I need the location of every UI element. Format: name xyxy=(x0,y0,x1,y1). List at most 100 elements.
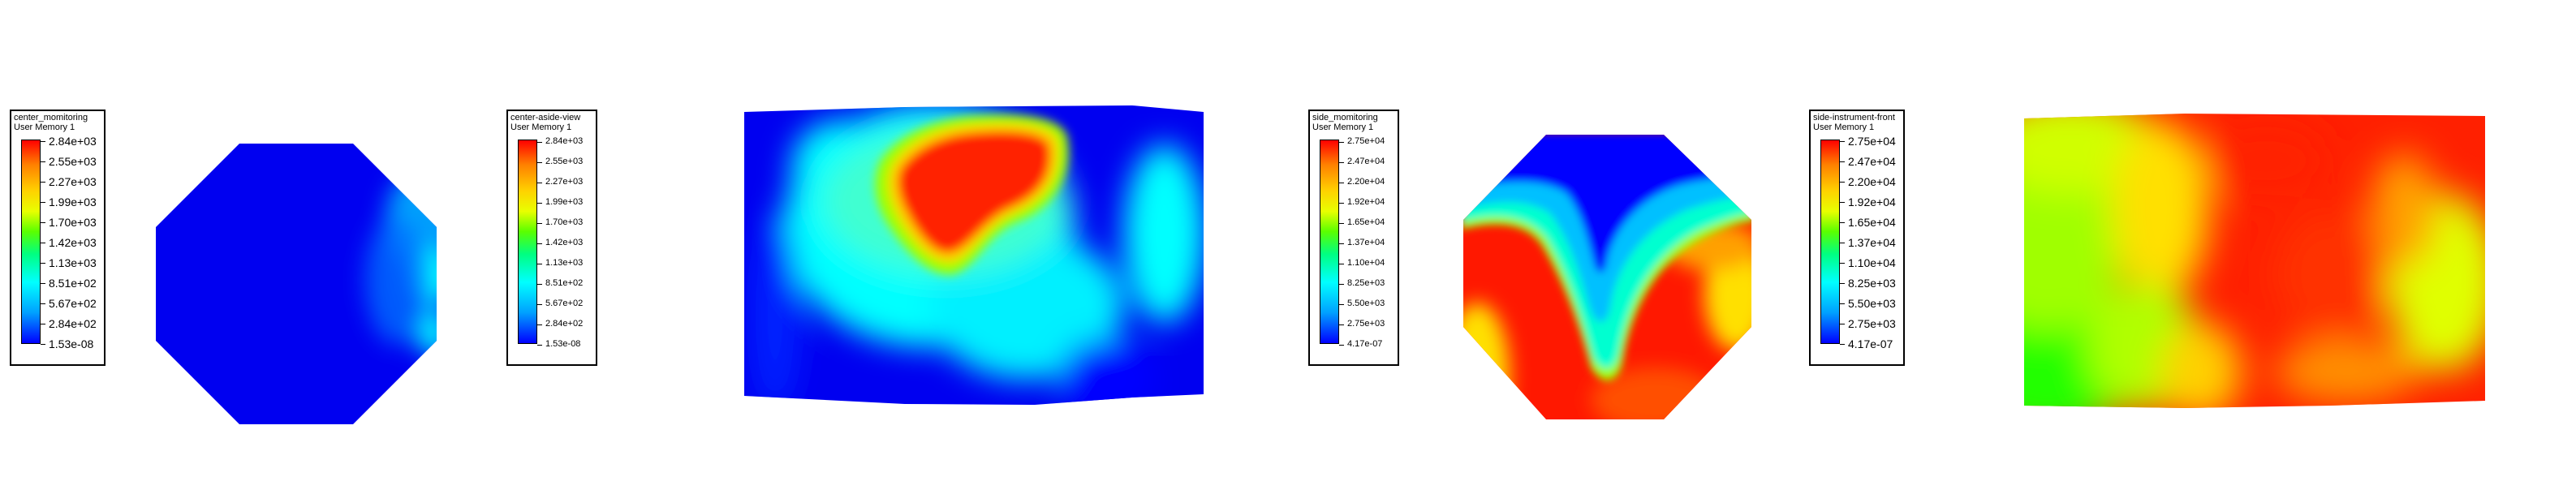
legend-label: 1.70e+03 xyxy=(49,216,97,229)
legend-label: 1.70e+03 xyxy=(545,217,584,227)
legend-label: 2.84e+02 xyxy=(545,319,584,329)
legend-label: 4.17e-07 xyxy=(1848,337,1893,350)
legend-label: 1.10e+04 xyxy=(1848,256,1896,269)
legend-label: 1.10e+04 xyxy=(1347,258,1385,268)
legend-side-instrument-front: side-instrument-front User Memory 1 2.75… xyxy=(1809,110,1905,366)
colormap-bar xyxy=(518,140,537,344)
legend-label: 5.50e+03 xyxy=(1848,297,1896,310)
legend-label: 5.67e+02 xyxy=(49,297,97,310)
legend-label: 2.20e+04 xyxy=(1347,177,1385,187)
legend-tick xyxy=(41,202,45,203)
legend-title: side_momitoring xyxy=(1312,113,1378,122)
legend-title: side-instrument-front xyxy=(1813,113,1895,122)
legend-label: 8.25e+03 xyxy=(1848,277,1896,290)
legend-label: 1.37e+04 xyxy=(1347,238,1385,247)
legend-tick xyxy=(537,203,542,204)
legend-tick xyxy=(41,303,45,304)
legend-subtitle: User Memory 1 xyxy=(1813,122,1875,132)
legend-tick xyxy=(41,141,45,142)
legend-tick xyxy=(1339,223,1344,224)
legend-tick xyxy=(1339,142,1344,143)
legend-center-monitoring: center_momitoring User Memory 1 2.84e+03… xyxy=(10,110,106,366)
legend-tick xyxy=(1840,263,1845,264)
legend-label: 8.25e+03 xyxy=(1347,278,1385,288)
legend-title: center_momitoring xyxy=(14,113,88,122)
legend-label: 2.55e+03 xyxy=(545,157,584,166)
legend-label: 5.50e+03 xyxy=(1347,299,1385,308)
legend-subtitle: User Memory 1 xyxy=(1312,122,1374,132)
legend-tick xyxy=(537,162,542,163)
legend-label: 1.92e+04 xyxy=(1347,197,1385,207)
legend-label: 2.20e+04 xyxy=(1848,175,1896,188)
legend-tick xyxy=(1339,162,1344,163)
legend-tick xyxy=(1840,344,1845,345)
legend-label: 1.37e+04 xyxy=(1848,236,1896,249)
legend-label: 1.13e+03 xyxy=(49,256,97,269)
legend-tick xyxy=(537,284,542,285)
legend-tick xyxy=(41,222,45,223)
colormap-bar xyxy=(1320,140,1339,344)
contour-plot-center-monitoring xyxy=(156,144,437,424)
legend-label: 2.75e+03 xyxy=(1848,317,1896,330)
legend-center-aside-view: center-aside-view User Memory 1 2.84e+03… xyxy=(506,110,597,366)
legend-side-monitoring: side_momitoring User Memory 1 2.75e+04 2… xyxy=(1308,110,1399,366)
legend-label: 2.27e+03 xyxy=(545,177,584,187)
legend-tick xyxy=(41,283,45,284)
legend-subtitle: User Memory 1 xyxy=(14,122,75,132)
legend-tick xyxy=(537,345,542,346)
legend-tick xyxy=(537,243,542,244)
legend-tick xyxy=(1840,283,1845,284)
legend-tick xyxy=(1840,141,1845,142)
legend-label: 2.84e+03 xyxy=(545,136,584,146)
legend-tick xyxy=(537,223,542,224)
contour-plot-side-monitoring xyxy=(1463,135,1751,419)
legend-label: 1.65e+04 xyxy=(1347,217,1385,227)
legend-label: 1.99e+03 xyxy=(49,196,97,208)
legend-label: 2.55e+03 xyxy=(49,155,97,168)
legend-tick xyxy=(1339,284,1344,285)
legend-tick xyxy=(1339,324,1344,325)
legend-label: 8.51e+02 xyxy=(49,277,97,290)
legend-tick xyxy=(1840,303,1845,304)
legend-label: 1.53e-08 xyxy=(49,337,94,350)
colormap-bar xyxy=(21,140,41,344)
legend-tick xyxy=(41,263,45,264)
contour-plot-center-aside-view xyxy=(744,105,1204,405)
legend-tick xyxy=(1339,243,1344,244)
legend-label: 1.65e+04 xyxy=(1848,216,1896,229)
legend-tick xyxy=(1840,161,1845,162)
legend-label: 2.27e+03 xyxy=(49,175,97,188)
legend-label: 1.92e+04 xyxy=(1848,196,1896,208)
legend-tick xyxy=(1339,203,1344,204)
legend-label: 5.67e+02 xyxy=(545,299,584,308)
legend-label: 1.42e+03 xyxy=(545,238,584,247)
legend-label: 1.42e+03 xyxy=(49,236,97,249)
legend-tick xyxy=(1339,345,1344,346)
legend-label: 2.75e+04 xyxy=(1848,135,1896,148)
legend-label: 2.47e+04 xyxy=(1347,157,1385,166)
legend-label: 1.53e-08 xyxy=(545,339,581,349)
legend-tick xyxy=(1840,202,1845,203)
legend-label: 1.99e+03 xyxy=(545,197,584,207)
legend-label: 2.75e+04 xyxy=(1347,136,1385,146)
legend-tick xyxy=(1840,182,1845,183)
legend-tick xyxy=(1339,304,1344,305)
legend-label: 2.84e+02 xyxy=(49,317,97,330)
legend-label: 2.75e+03 xyxy=(1347,319,1385,329)
legend-tick xyxy=(1840,222,1845,223)
legend-label: 2.47e+04 xyxy=(1848,155,1896,168)
legend-label: 4.17e-07 xyxy=(1347,339,1383,349)
legend-tick xyxy=(41,344,45,345)
colormap-bar xyxy=(1820,140,1840,344)
legend-tick xyxy=(41,161,45,162)
legend-tick xyxy=(537,304,542,305)
legend-tick xyxy=(41,182,45,183)
legend-label: 1.13e+03 xyxy=(545,258,584,268)
contour-plot-side-instrument-front xyxy=(2024,114,2485,408)
legend-label: 2.84e+03 xyxy=(49,135,97,148)
legend-tick xyxy=(537,142,542,143)
legend-title: center-aside-view xyxy=(510,113,581,122)
legend-label: 8.51e+02 xyxy=(545,278,584,288)
legend-subtitle: User Memory 1 xyxy=(510,122,572,132)
legend-tick xyxy=(537,324,542,325)
